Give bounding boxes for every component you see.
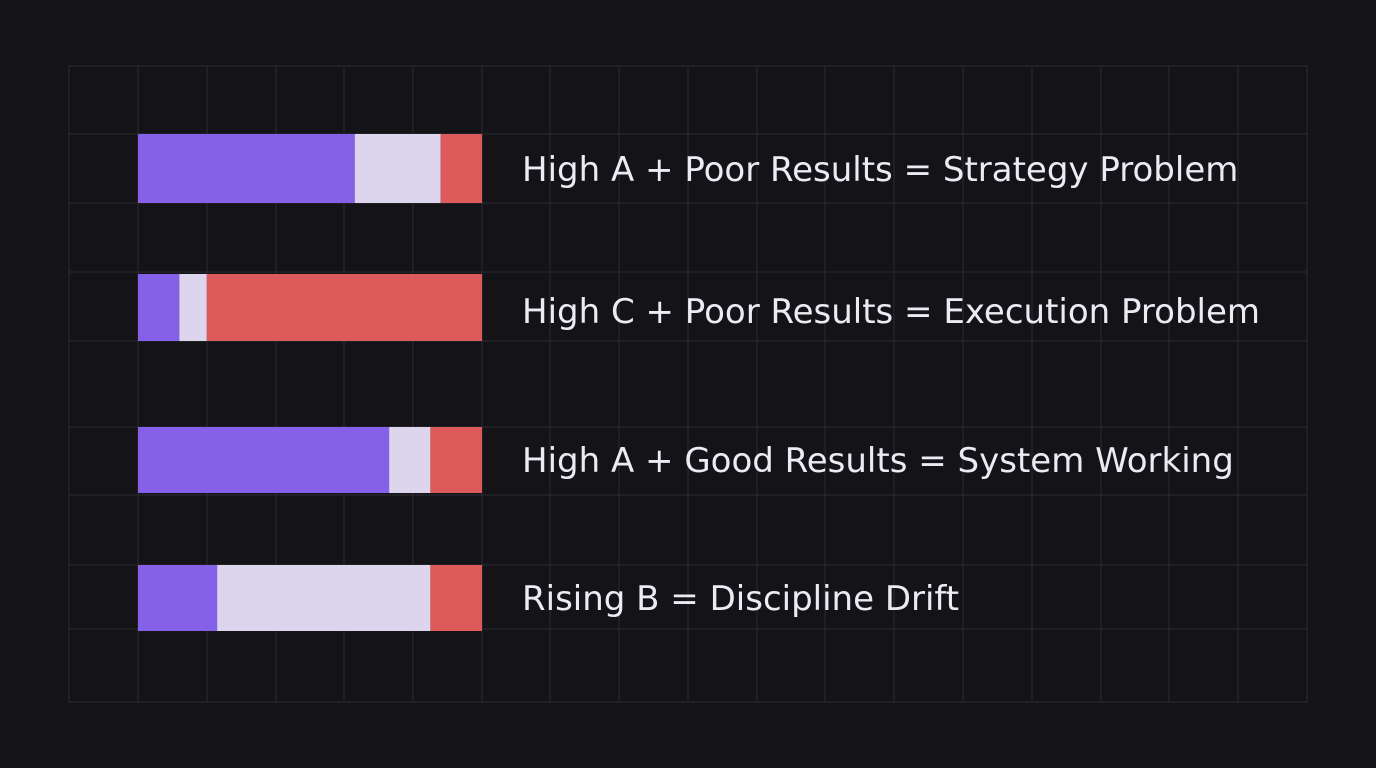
bar-segment-b — [217, 565, 431, 631]
bar-segment-a — [138, 565, 218, 631]
bar-segment-a — [138, 134, 355, 203]
bar-segment-a — [138, 427, 390, 493]
bar-segment-a — [138, 274, 180, 341]
stacked-bar-3 — [138, 427, 482, 493]
row-label-strategy-problem: High A + Poor Results = Strategy Problem — [522, 150, 1239, 190]
bar-segment-b — [389, 427, 431, 493]
bar-segment-c — [430, 427, 482, 493]
bar-segment-b — [354, 134, 441, 203]
bar-segment-c — [440, 134, 482, 203]
bar-segment-c — [430, 565, 482, 631]
stacked-bar-2 — [138, 274, 483, 341]
row-label-system-working: High A + Good Results = System Working — [522, 441, 1234, 481]
bar-segment-b — [179, 274, 207, 341]
row-label-execution-problem: High C + Poor Results = Execution Proble… — [522, 292, 1261, 332]
stacked-bar-4 — [138, 565, 482, 631]
bar-segment-c — [206, 274, 483, 341]
row-label-discipline-drift: Rising B = Discipline Drift — [522, 579, 960, 619]
stacked-bar-1 — [138, 134, 482, 203]
